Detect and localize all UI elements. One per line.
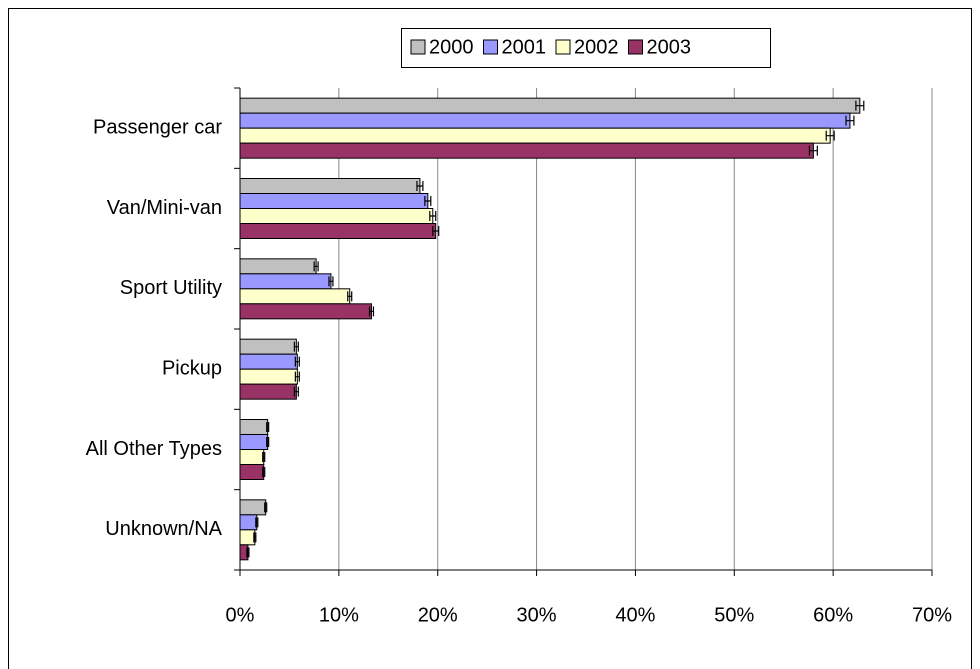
bar bbox=[239, 338, 297, 355]
error-bar bbox=[253, 532, 257, 543]
bar bbox=[239, 127, 831, 144]
error-bar bbox=[825, 130, 835, 141]
bar bbox=[239, 434, 269, 450]
bar bbox=[239, 258, 317, 275]
legend-label: 2001 bbox=[502, 36, 547, 58]
bar bbox=[239, 97, 861, 114]
y-tick-label: Sport Utility bbox=[120, 277, 222, 299]
error-bar bbox=[845, 115, 855, 126]
x-tick-label: 10% bbox=[319, 604, 359, 626]
x-tick-label: 0% bbox=[226, 604, 255, 626]
y-tick-label: Pickup bbox=[162, 357, 222, 379]
error-bar bbox=[262, 467, 266, 477]
bar bbox=[239, 303, 372, 320]
error-bar bbox=[293, 386, 299, 397]
y-tick-label: All Other Types bbox=[86, 438, 222, 460]
legend-swatch bbox=[555, 39, 571, 55]
y-tick-label: Unknown/NA bbox=[105, 518, 222, 540]
bar bbox=[239, 368, 298, 385]
error-bar bbox=[328, 276, 334, 287]
legend-swatch bbox=[628, 39, 643, 55]
error-bar bbox=[266, 437, 270, 447]
error-bar bbox=[266, 422, 270, 432]
bar bbox=[239, 419, 269, 435]
bar bbox=[239, 273, 332, 290]
error-bar bbox=[424, 196, 432, 206]
error-bar bbox=[432, 226, 440, 236]
bar bbox=[239, 193, 429, 209]
bar bbox=[239, 142, 814, 159]
error-bar bbox=[808, 145, 818, 156]
error-bar bbox=[429, 211, 437, 221]
error-bar bbox=[264, 502, 268, 513]
x-tick-label: 60% bbox=[813, 604, 853, 626]
bar bbox=[239, 514, 258, 531]
error-bar bbox=[294, 371, 300, 382]
legend-swatch bbox=[483, 39, 498, 55]
bar bbox=[239, 464, 265, 480]
error-bar bbox=[293, 341, 299, 352]
error-bar bbox=[368, 306, 375, 317]
legend-label: 2003 bbox=[647, 36, 692, 58]
bar bbox=[239, 529, 256, 546]
x-tick-label: 30% bbox=[517, 604, 557, 626]
y-tick-label: Van/Mini-van bbox=[107, 197, 222, 219]
bar bbox=[239, 353, 298, 370]
x-tick-label: 20% bbox=[418, 604, 458, 626]
error-bar bbox=[416, 181, 424, 191]
legend-box bbox=[401, 28, 771, 68]
error-bar bbox=[347, 291, 353, 302]
x-tick-label: 40% bbox=[615, 604, 655, 626]
bar bbox=[239, 383, 297, 400]
legend-label: 2000 bbox=[429, 36, 474, 58]
error-bar bbox=[294, 356, 300, 367]
y-tick-label: Passenger car bbox=[93, 116, 222, 138]
bar bbox=[239, 112, 851, 129]
error-bar bbox=[246, 547, 250, 558]
bar bbox=[239, 223, 437, 239]
x-tick-label: 50% bbox=[714, 604, 754, 626]
bar bbox=[239, 449, 265, 465]
error-bar bbox=[855, 100, 865, 111]
error-bar bbox=[313, 261, 319, 272]
error-bar bbox=[262, 452, 266, 462]
legend-label: 2002 bbox=[574, 36, 619, 58]
bar bbox=[239, 178, 421, 194]
x-tick-label: 70% bbox=[912, 604, 952, 626]
bar bbox=[239, 499, 267, 516]
legend-swatch bbox=[410, 39, 426, 55]
bar bbox=[239, 288, 351, 305]
bar bbox=[239, 208, 434, 224]
error-bar bbox=[255, 517, 259, 528]
